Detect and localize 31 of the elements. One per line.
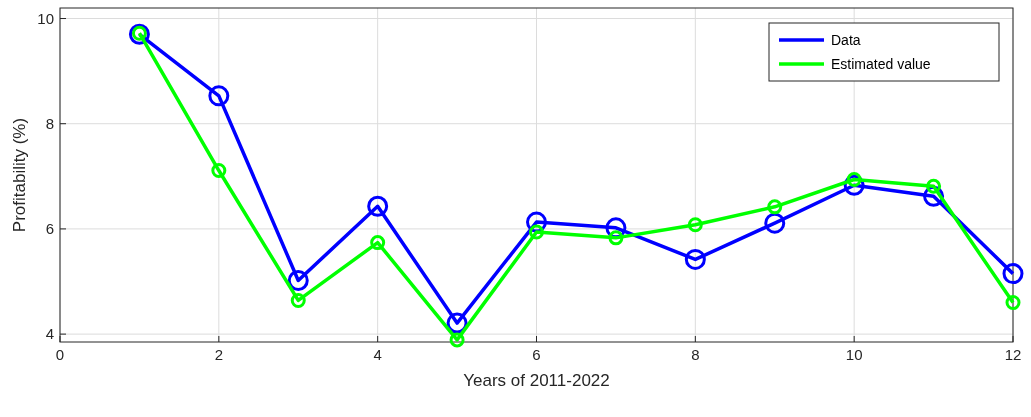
point <box>290 292 306 308</box>
x-tick-label: 6 <box>532 346 541 363</box>
y-tick-label: 6 <box>45 220 54 238</box>
x-tick-label: 2 <box>214 346 224 363</box>
x-tick-label: 4 <box>373 346 382 363</box>
point <box>1005 295 1021 311</box>
point <box>926 178 942 194</box>
point <box>449 332 465 348</box>
point <box>208 85 230 107</box>
point <box>767 199 783 215</box>
y-tick-label: 4 <box>45 325 54 343</box>
y-axis-title: Profitability (%) <box>10 117 29 233</box>
point <box>367 195 389 217</box>
point <box>529 224 544 240</box>
x-axis-title: Years of 2011-2022 <box>463 371 610 390</box>
x-tick-label: 12 <box>1004 346 1022 363</box>
y-tick-label: 10 <box>37 9 54 27</box>
y-tick-label: 8 <box>45 114 54 132</box>
point <box>287 269 309 291</box>
legend-label: Data <box>831 31 861 48</box>
x-tick-label: 8 <box>691 346 700 363</box>
point <box>687 217 703 233</box>
point <box>608 230 624 246</box>
point <box>684 248 706 270</box>
point <box>370 235 386 251</box>
legend-label: Estimated value <box>831 55 931 72</box>
point <box>211 163 227 179</box>
x-tick-label: 0 <box>55 346 65 363</box>
point <box>764 212 786 234</box>
point <box>1002 263 1024 285</box>
x-tick-label: 10 <box>845 346 863 363</box>
